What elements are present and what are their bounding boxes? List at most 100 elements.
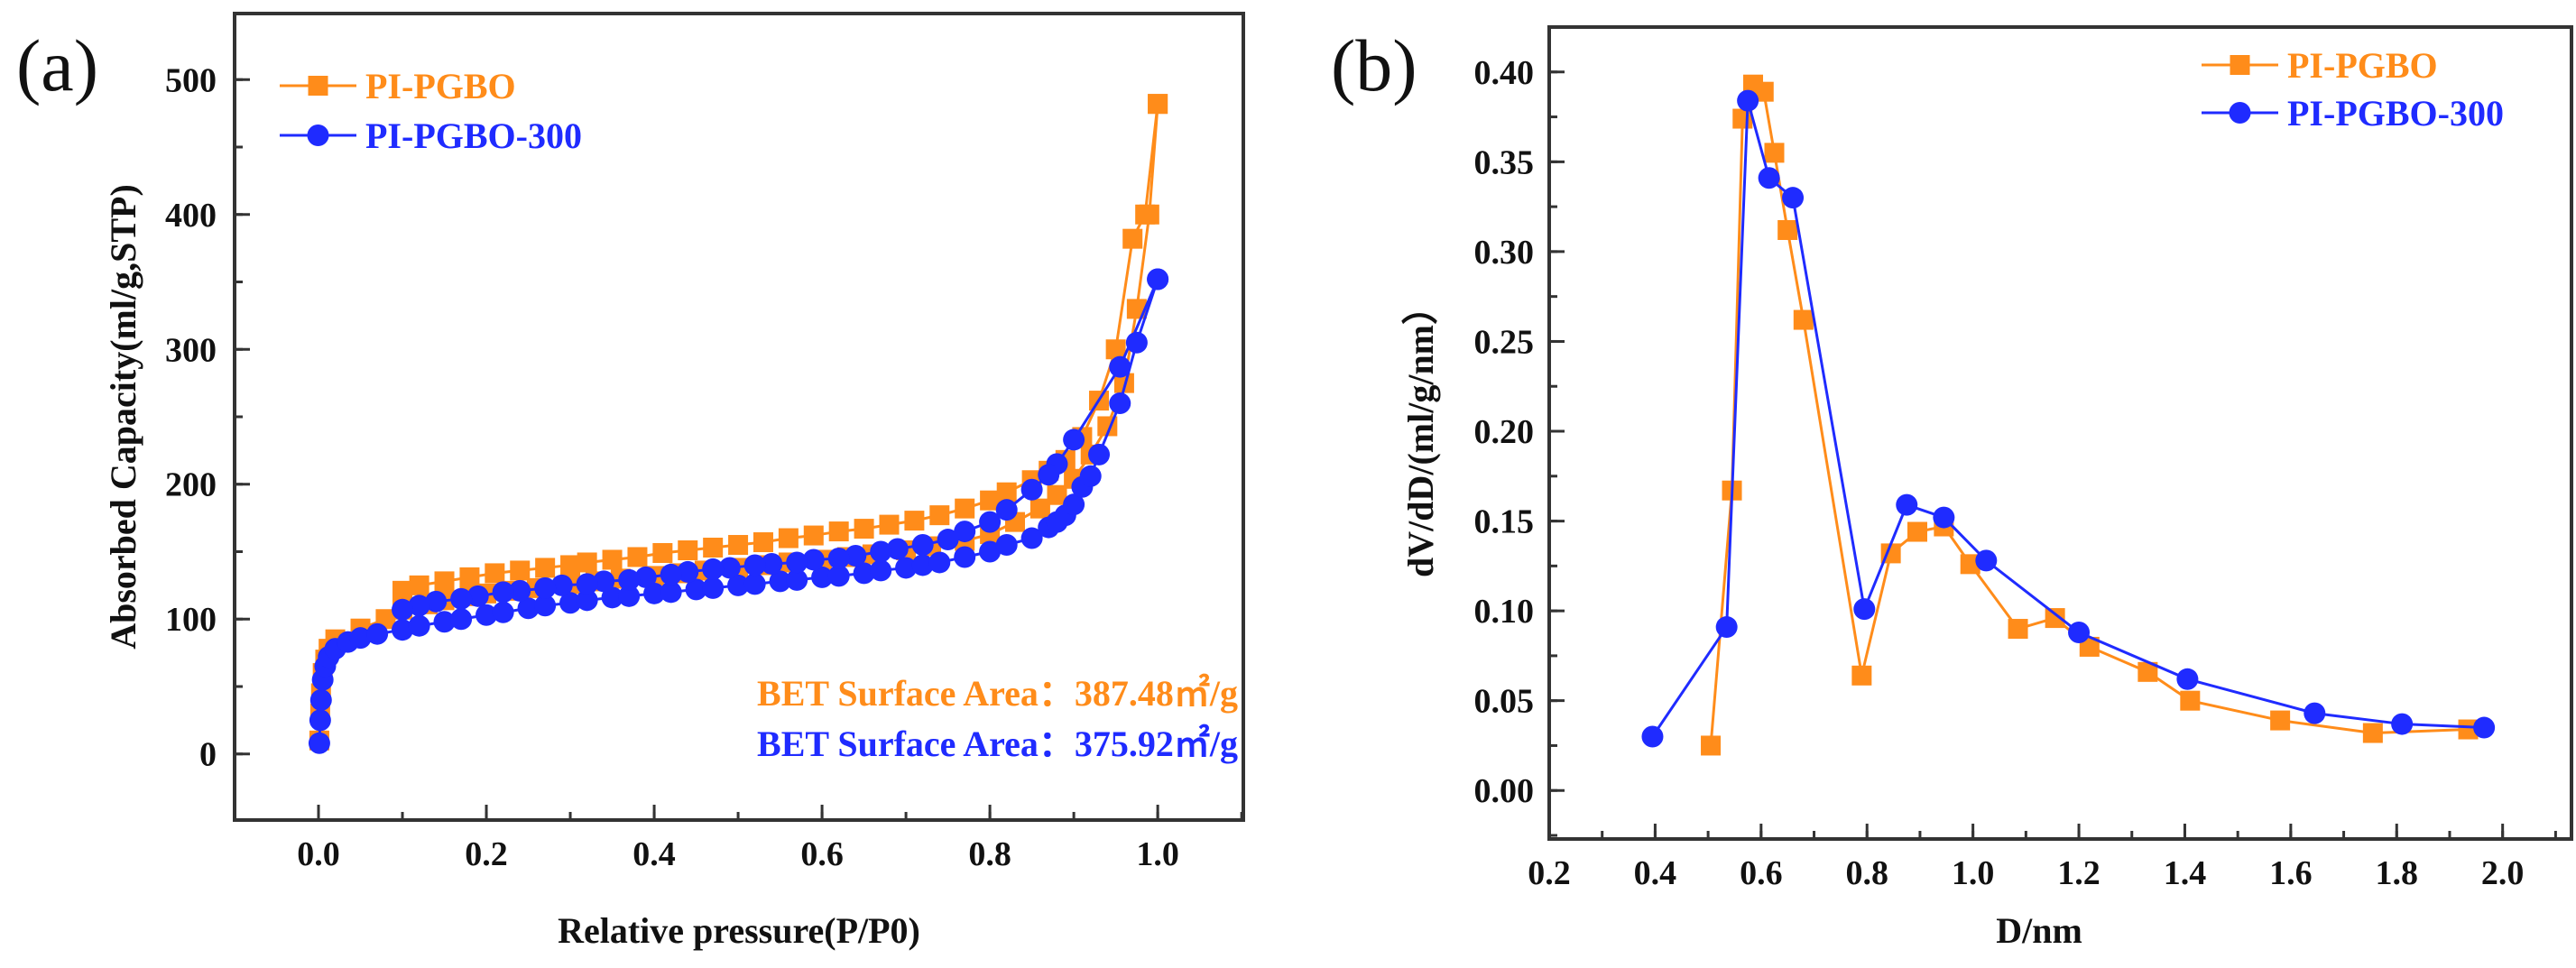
panel-label: (a) <box>16 24 98 106</box>
data-point-circle <box>995 499 1018 521</box>
data-point-circle <box>727 574 750 596</box>
data-point-square <box>1135 204 1156 225</box>
series-pi-pgbo <box>309 94 1168 751</box>
data-point-circle <box>702 558 725 580</box>
x-tick-label: 0.8 <box>968 835 1011 873</box>
data-point-square <box>2045 608 2065 629</box>
x-tick-label: 0.0 <box>297 835 340 873</box>
data-point-square <box>1907 521 1927 542</box>
bet-value: 387.48㎡/g <box>1075 673 1238 714</box>
data-point-circle <box>845 544 867 567</box>
data-point-circle <box>559 592 582 614</box>
data-point-circle <box>576 573 598 595</box>
data-point-square <box>602 549 623 570</box>
data-point-circle <box>870 540 892 563</box>
data-point-circle <box>366 622 389 645</box>
x-tick-label: 1.6 <box>2269 854 2313 892</box>
data-point-circle <box>1125 331 1148 354</box>
data-point-square <box>535 558 556 578</box>
data-point-square <box>2458 719 2479 740</box>
x-tick-label: 0.6 <box>1740 854 1783 892</box>
data-point-square <box>2137 661 2158 682</box>
x-tick-label: 0.8 <box>1845 854 1888 892</box>
data-point-circle <box>618 568 641 591</box>
data-point-square <box>1122 228 1143 249</box>
y-tick-label: 0.10 <box>1474 593 1535 631</box>
data-point-square <box>1960 554 1980 575</box>
data-point-circle <box>761 552 783 575</box>
data-point-square <box>308 76 328 96</box>
data-point-circle <box>979 540 1002 563</box>
data-point-circle <box>576 589 598 612</box>
data-point-circle <box>408 595 430 617</box>
legend-label: PI-PGBO <box>365 66 516 106</box>
data-point-circle <box>995 534 1018 557</box>
data-point-circle <box>509 579 531 602</box>
panel-b-pore-size-chart: (b) 0.2 0.4 0.6 0.8 1.0 1.2 1.4 1.6 1.8 2.0 0.00 0.0… <box>1331 24 2573 951</box>
data-point-circle <box>811 566 834 588</box>
data-point-square <box>652 542 673 563</box>
data-point-square <box>2008 619 2028 640</box>
data-point-circle <box>702 576 725 599</box>
legend-item-pi-pgbo-300: PI-PGBO-300 <box>280 115 582 156</box>
data-point-circle <box>743 554 766 576</box>
y-tick-label: 0.30 <box>1474 234 1535 272</box>
data-point-circle <box>786 551 808 574</box>
x-axis-title: Relative pressure(P/P0) <box>558 910 920 951</box>
data-point-circle <box>1147 268 1169 290</box>
y-tick-label: 0.15 <box>1474 503 1535 541</box>
data-point-circle <box>1109 355 1131 378</box>
legend-label: PI-PGBO-300 <box>365 115 582 156</box>
data-point-square <box>828 521 849 542</box>
data-point-circle <box>349 627 372 650</box>
legend-item-pi-pgbo: PI-PGBO <box>280 66 516 106</box>
adsorption-line <box>318 104 1159 741</box>
data-point-square <box>678 540 698 561</box>
data-point-square <box>778 528 799 549</box>
y-tick-label: 0.20 <box>1474 413 1535 451</box>
bet-label: BET Surface Area： <box>757 724 1075 764</box>
legend-label: PI-PGBO-300 <box>2287 93 2504 134</box>
data-point-circle <box>450 587 473 610</box>
data-point-square <box>510 560 531 581</box>
x-tick-label: 0.4 <box>632 835 676 873</box>
bet-value: 375.92㎡/g <box>1075 724 1238 764</box>
data-point-circle <box>1715 616 1738 639</box>
data-point-circle <box>408 614 430 637</box>
data-point-circle <box>492 601 514 623</box>
y-tick-label: 0.35 <box>1474 143 1535 181</box>
data-point-square <box>1851 665 1872 686</box>
data-point-square <box>1105 339 1126 360</box>
legend-label: PI-PGBO <box>2287 45 2438 86</box>
data-point-circle <box>1063 429 1085 451</box>
x-axis-title: D/nm <box>1996 910 2082 951</box>
data-point-circle <box>677 560 699 583</box>
plot-frame <box>1547 25 2573 841</box>
y-tick-label: 400 <box>165 197 217 235</box>
data-point-square <box>904 511 925 531</box>
x-tick-label: 0.4 <box>1634 854 1677 892</box>
data-point-square <box>1701 735 1722 756</box>
data-point-circle <box>593 570 615 593</box>
data-point-square <box>879 514 900 535</box>
data-point-circle <box>450 608 473 631</box>
data-point-square <box>627 547 648 567</box>
y-tick-label: 0.25 <box>1474 323 1535 361</box>
data-point-circle <box>1641 725 1664 748</box>
data-point-circle <box>1896 493 1918 516</box>
data-point-circle <box>643 582 666 604</box>
data-point-circle <box>2229 102 2251 124</box>
data-point-square <box>1753 81 1774 102</box>
x-tick-label: 0.2 <box>1528 854 1571 892</box>
data-point-circle <box>685 578 707 601</box>
x-tick-label: 1.0 <box>1952 854 1995 892</box>
data-point-square <box>2230 55 2250 75</box>
data-point-square <box>803 525 824 546</box>
data-point-circle <box>911 554 934 576</box>
data-point-circle <box>392 598 414 621</box>
legend-item-pi-pgbo: PI-PGBO <box>2202 45 2438 86</box>
data-point-circle <box>634 566 657 588</box>
series-pi-pgbo-300 <box>308 268 1169 754</box>
y-tick-label: 0.05 <box>1474 683 1535 721</box>
data-point-circle <box>392 619 414 641</box>
